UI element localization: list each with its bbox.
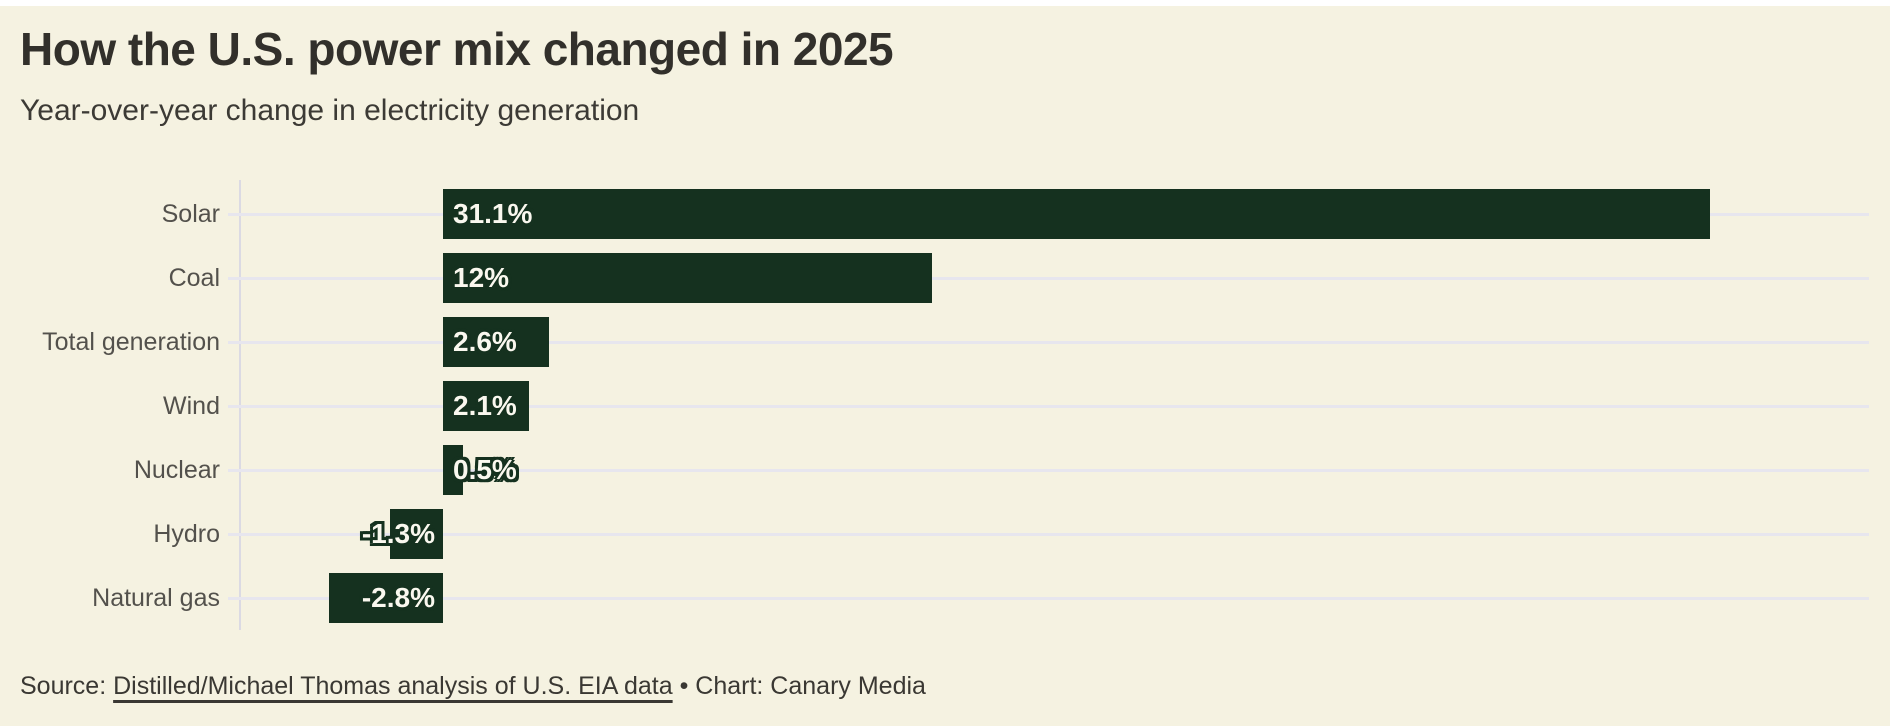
category-label: Wind (163, 392, 220, 420)
value-label: 2.1% (453, 390, 517, 421)
value-label: 2.6% (453, 326, 517, 357)
category-label: Hydro (153, 520, 220, 548)
category-label: Natural gas (92, 584, 220, 612)
category-label: Coal (168, 264, 220, 292)
gridline (228, 532, 1869, 536)
gridline (228, 404, 1869, 408)
bar (443, 189, 1711, 239)
source-line: Source: Distilled/Michael Thomas analysi… (20, 672, 926, 701)
category-label: Total generation (42, 328, 220, 356)
chart-card-background (0, 6, 1890, 726)
chart-credit: Chart: Canary Media (695, 672, 926, 700)
value-label: -2.8% (361, 582, 435, 613)
value-label: 0.5% (453, 454, 517, 485)
gridline (228, 340, 1869, 344)
source-prefix: Source: (20, 672, 114, 700)
bar (328, 573, 443, 623)
gridline (228, 468, 1869, 472)
page-subtitle: Year-over-year change in electricity gen… (20, 94, 640, 127)
bar (443, 317, 549, 367)
footer-separator: • (672, 672, 696, 700)
bar (390, 509, 443, 559)
source-link[interactable]: Distilled/Michael Thomas analysis of U.S… (113, 672, 673, 700)
category-label: Solar (161, 200, 220, 228)
gridline (228, 276, 1869, 280)
bar (443, 253, 932, 303)
bar (443, 381, 529, 431)
gridline (228, 596, 1869, 600)
page-title: How the U.S. power mix changed in 2025 (20, 23, 894, 75)
category-label: Nuclear (133, 456, 220, 484)
value-label: 12% (453, 262, 510, 293)
value-label: -1.3% (361, 518, 435, 549)
bar (443, 445, 464, 495)
value-label: 31.1% (453, 198, 533, 229)
